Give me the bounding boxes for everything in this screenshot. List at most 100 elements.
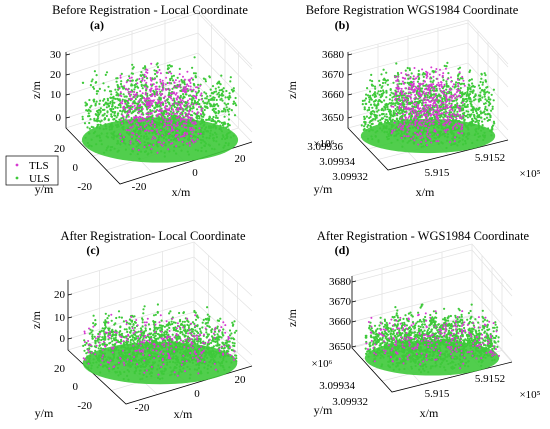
uls-point (470, 78, 473, 81)
uls-point (194, 100, 197, 103)
tls-point (402, 125, 405, 128)
tls-point (145, 102, 148, 105)
uls-point (224, 96, 227, 99)
uls-point (379, 90, 382, 93)
uls-point (151, 132, 154, 135)
uls-point (204, 97, 207, 100)
uls-point (164, 110, 167, 113)
tls-point (168, 117, 171, 120)
tls-point (142, 96, 145, 99)
uls-point (416, 80, 419, 83)
uls-point (142, 373, 145, 376)
uls-point (102, 128, 105, 131)
uls-point (178, 67, 181, 70)
uls-point (179, 318, 182, 322)
uls-point (92, 358, 95, 361)
uls-point (492, 99, 495, 102)
tls-point (415, 119, 418, 122)
uls-point (156, 66, 160, 69)
x-tick-label: 5.915 (425, 167, 450, 179)
uls-point (171, 87, 174, 90)
tls-point (395, 86, 398, 89)
uls-point (161, 127, 164, 130)
uls-point (113, 97, 116, 100)
uls-point (144, 132, 147, 135)
uls-point (448, 102, 451, 105)
uls-point (117, 94, 120, 97)
uls-point (215, 353, 218, 356)
uls-point (187, 89, 190, 92)
uls-point (113, 112, 116, 115)
uls-point (115, 371, 119, 374)
uls-point (412, 105, 415, 108)
tls-point (191, 110, 194, 113)
uls-point (221, 124, 224, 127)
uls-point (381, 129, 384, 132)
z-axis-label: z/m (285, 80, 299, 99)
tls-point (456, 106, 459, 109)
uls-point (222, 87, 225, 90)
uls-point (408, 67, 411, 70)
uls-point (193, 368, 196, 371)
uls-point (160, 372, 163, 375)
tls-point (436, 83, 438, 86)
tls-point (403, 92, 406, 95)
uls-point (110, 93, 113, 96)
uls-point (221, 137, 224, 141)
tls-point (413, 103, 416, 106)
uls-point (196, 117, 199, 120)
uls-point (102, 103, 106, 107)
uls-point (127, 349, 130, 352)
uls-point (154, 72, 157, 76)
uls-point (129, 365, 132, 368)
uls-point (392, 95, 396, 98)
uls-point (471, 82, 474, 85)
uls-point (371, 106, 374, 109)
uls-point (385, 135, 388, 139)
uls-point (194, 127, 197, 130)
uls-point (217, 361, 220, 364)
uls-point (421, 87, 424, 90)
tls-point (426, 144, 428, 147)
tls-point (436, 107, 439, 110)
uls-point (150, 375, 153, 378)
tls-point (415, 109, 418, 112)
tls-point (436, 117, 439, 120)
uls-point (151, 114, 154, 117)
uls-point (96, 357, 99, 360)
tls-point (149, 77, 152, 79)
tls-point (145, 124, 148, 127)
tls-point (139, 141, 142, 144)
uls-point (146, 342, 149, 345)
uls-point (207, 364, 210, 367)
uls-point (231, 341, 234, 344)
uls-point (466, 113, 469, 116)
tls-point (194, 140, 197, 143)
uls-point (452, 139, 455, 142)
uls-point (368, 100, 371, 104)
uls-point (94, 81, 97, 84)
uls-point (138, 106, 141, 109)
uls-point (385, 96, 388, 99)
uls-point (222, 359, 225, 362)
tls-point (407, 125, 410, 128)
uls-point (143, 141, 146, 144)
uls-point (129, 153, 132, 156)
tls-point (143, 73, 146, 76)
tls-point (403, 123, 406, 125)
uls-point (185, 113, 188, 116)
uls-point (404, 96, 407, 99)
tls-point (452, 114, 455, 116)
uls-point (397, 103, 400, 106)
tls-point (432, 83, 435, 86)
uls-point (197, 89, 200, 93)
uls-point (219, 128, 223, 131)
tls-point (178, 80, 181, 83)
uls-point (124, 148, 127, 151)
uls-point (165, 350, 168, 353)
uls-point (224, 141, 227, 145)
tls-point (161, 144, 164, 147)
tls-point (187, 99, 189, 102)
uls-point (194, 76, 197, 79)
uls-point (216, 325, 219, 328)
